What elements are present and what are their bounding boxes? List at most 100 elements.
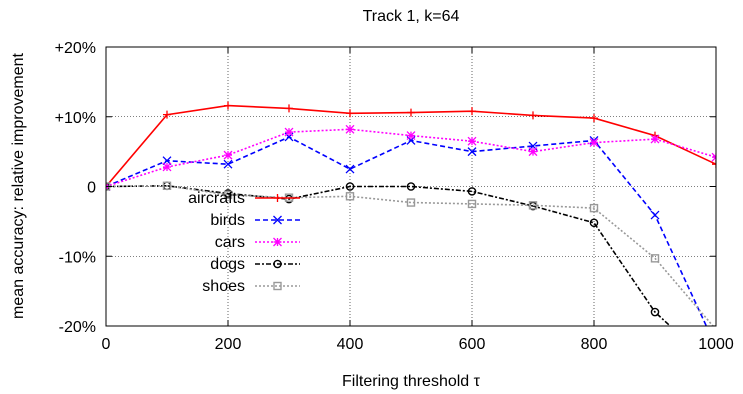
data-point-dogs [589,218,599,228]
x-tick-label: 200 [215,336,242,353]
legend-label-shoes: shoes [202,278,245,295]
data-point-aircrafts [224,101,232,110]
circle-marker-shape [650,307,660,317]
series-line-dogs [106,184,672,326]
legend: aircrafts birds cars dogs shoes [188,190,300,295]
data-point-aircrafts [163,110,171,119]
series-line-birds [106,136,708,326]
data-point-cars [467,136,477,146]
star-marker-shape [650,134,660,144]
data-point-dogs [345,182,355,191]
data-point-cars [406,131,416,141]
x-tick-label: 600 [459,336,486,353]
series-line-shoes [106,184,715,326]
plus-marker-shape [712,160,716,169]
plus-marker-shape [468,107,476,116]
x-tick-label: 400 [337,336,364,353]
data-point-shoes [162,181,172,191]
plus-marker-shape [224,101,232,110]
data-point-shoes [650,254,660,263]
data-point-cars [284,127,294,137]
square-marker-shape [345,192,355,201]
plus-marker-shape [529,111,537,120]
data-point-dogs [650,307,660,317]
plus-marker-shape [590,114,598,123]
data-point-shoes [345,192,355,201]
circle-marker-shape [345,182,355,191]
ticks: 0 200 400 600 800 1000 +20% +10% 0 -10% -20% [55,40,734,353]
star-marker-shape [345,124,355,134]
legend-label-birds: birds [210,212,245,229]
square-marker-shape [162,181,172,191]
y-tick-label: -20% [59,319,96,336]
circle-marker-shape [406,182,416,191]
data-point-aircrafts [285,104,293,113]
data-point-cars [589,138,599,148]
y-tick-label: +20% [55,40,96,57]
data-point-dogs [467,187,477,196]
circle-marker-shape [712,364,719,371]
star-marker-shape [284,127,294,137]
data-point-dogs [712,364,719,371]
data-point-birds [223,159,233,169]
data-point-birds [162,156,172,166]
data-point-cars [162,162,172,172]
data-point-aircrafts [529,111,537,120]
x-tick-label: 1000 [698,336,734,353]
plus-marker-shape [285,104,293,113]
star-marker-shape [162,162,172,172]
square-marker-shape [589,203,599,213]
star-marker-shape [273,237,282,247]
x-tick-label: 0 [102,336,111,353]
data-point-dogs [406,182,416,191]
plus-marker-shape [346,109,354,118]
cross-marker-shape [650,210,660,220]
square-marker-shape [650,254,660,263]
circle-marker-shape [589,218,599,228]
data-point-birds [650,210,660,220]
data-point-birds [467,147,477,157]
circle-marker-shape [467,187,477,196]
data-point-cars [528,147,538,157]
data-point-shoes [589,203,599,213]
plus-marker-shape [407,108,415,117]
square-marker-shape [711,325,716,326]
star-marker-shape [406,131,416,141]
cross-marker-shape [273,215,282,225]
data-point-aircrafts [346,109,354,118]
star-marker-shape [589,138,599,148]
circle-marker-shape [273,259,282,269]
marker-group [106,101,719,371]
square-marker-shape [406,198,416,207]
data-point-aircrafts [468,107,476,116]
cross-marker-shape [162,156,172,166]
x-tick-label: 800 [581,336,608,353]
cross-marker-shape [467,147,477,157]
square-marker-shape [273,281,282,291]
cross-marker-shape [223,159,233,169]
star-marker-shape [528,147,538,157]
legend-marker-dogs [273,259,282,269]
cross-marker-shape [345,164,355,174]
y-tick-label: +10% [55,110,96,127]
legend-label-aircrafts: aircrafts [188,190,245,207]
data-point-cars [223,150,233,160]
square-marker-shape [223,190,233,200]
legend-marker-shoes [273,281,282,291]
star-marker-shape [467,136,477,146]
square-marker-shape [528,201,538,210]
data-point-aircrafts [407,108,415,117]
square-marker-shape [467,199,477,209]
data-point-shoes [467,199,477,209]
data-point-shoes [528,201,538,210]
chart-title: Track 1, k=64 [363,8,460,25]
legend-marker-cars [273,237,282,247]
data-point-cars [345,124,355,134]
plot-frame [105,46,717,327]
legend-label-cars: cars [215,234,245,251]
data-point-aircrafts [590,114,598,123]
x-axis-title: Filtering threshold τ [342,373,481,390]
data-point-shoes [223,190,233,200]
